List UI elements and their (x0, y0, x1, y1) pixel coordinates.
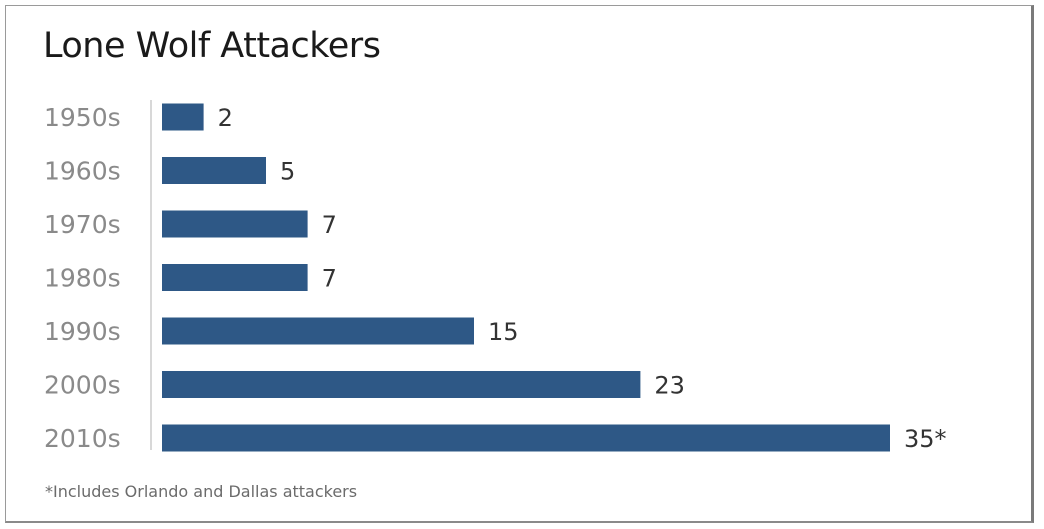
category-label: 1970s (44, 210, 121, 239)
value-label: 15 (488, 318, 519, 346)
category-label: 2010s (44, 424, 121, 453)
bar (162, 157, 266, 184)
value-label: 7 (322, 265, 337, 293)
value-label: 23 (654, 372, 685, 400)
value-label: 7 (322, 211, 337, 239)
category-label: 2000s (44, 371, 121, 400)
value-label: 2 (218, 104, 233, 132)
category-label: 1980s (44, 264, 121, 293)
bar (162, 103, 204, 131)
bar (162, 371, 641, 398)
category-label: 1990s (44, 317, 121, 346)
footnote: *Includes Orlando and Dallas attackers (45, 482, 358, 501)
category-label: 1950s (44, 103, 121, 132)
bar (162, 424, 890, 452)
category-label: 1960s (44, 157, 121, 186)
value-label: 35* (904, 425, 947, 453)
bar-group: 1950s 2 1960s 5 1970s 7 1980s 7 1990s 15 2000s 23 20… (44, 103, 947, 453)
bar (162, 264, 308, 291)
bar (162, 317, 474, 345)
bar (162, 210, 308, 238)
value-label: 5 (280, 158, 295, 186)
chart-title: Lone Wolf Attackers (43, 26, 381, 66)
chart-frame (5, 5, 1034, 523)
